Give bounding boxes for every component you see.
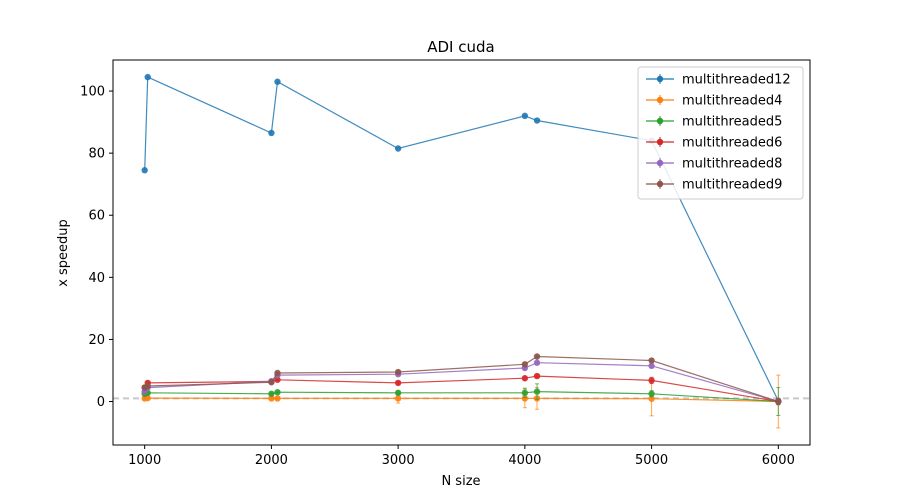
y-axis-label: x speedup [56, 219, 71, 287]
legend-box [637, 66, 804, 200]
data-point [394, 395, 402, 402]
chart-title: ADI cuda [427, 38, 494, 56]
data-point [533, 372, 541, 380]
data-point [648, 362, 655, 370]
data-point [521, 375, 529, 382]
axes-layer: 1000 2000 3000 4000 5000 6000 0 20 40 60 80 100 [80, 59, 811, 468]
data-point [533, 388, 541, 395]
data-point [648, 357, 655, 364]
plot-frame [112, 59, 811, 446]
series-multithreaded4 [141, 374, 782, 429]
legend-marker [656, 96, 664, 104]
legend-marker [656, 138, 664, 146]
legend-label: multithreaded8 [682, 157, 782, 172]
data-point [268, 390, 275, 397]
y-tick-label: 100 [80, 85, 105, 100]
x-tick-label: 2000 [255, 453, 288, 468]
x-axis-label: N size [441, 474, 480, 489]
x-tick-label: 3000 [382, 453, 415, 468]
x-tick-label: 1000 [128, 453, 161, 468]
data-point [775, 398, 782, 405]
data-point [274, 78, 281, 85]
data-point [533, 353, 541, 360]
data-point [521, 361, 529, 368]
data-point [268, 129, 275, 137]
legend-label: multithreaded4 [682, 94, 782, 109]
data-point [394, 379, 402, 387]
legend-marker [656, 117, 664, 125]
data-point [533, 117, 541, 124]
y-tick-label: 60 [88, 209, 105, 224]
data-point [521, 395, 529, 402]
data-point [533, 359, 541, 366]
y-tick-label: 40 [88, 271, 105, 286]
x-tick-label: 4000 [508, 453, 541, 468]
legend-label: multithreaded9 [682, 178, 782, 193]
x-tick-label: 6000 [762, 453, 795, 468]
data-point [394, 389, 402, 397]
data-point [274, 376, 281, 383]
x-tick-label: 5000 [635, 453, 668, 468]
legend-marker [656, 180, 664, 188]
data-point [521, 389, 529, 397]
series-layer [141, 73, 782, 429]
legend-marker [656, 159, 664, 167]
series-multithreaded9 [141, 353, 782, 406]
data-point [268, 379, 275, 386]
y-tick-label: 0 [97, 395, 105, 410]
y-tick-label: 80 [88, 147, 105, 162]
data-point [394, 368, 402, 376]
y-tick-label: 20 [88, 333, 105, 348]
legend: multithreaded12 multithreaded4 multithread… [637, 66, 804, 200]
data-point [648, 377, 655, 384]
data-point [141, 167, 148, 174]
data-point [521, 112, 529, 120]
data-point [648, 390, 655, 397]
legend-marker [656, 75, 664, 83]
data-point [144, 73, 151, 81]
data-point [274, 389, 281, 396]
data-point [274, 395, 281, 402]
legend-label: multithreaded6 [682, 136, 782, 151]
data-point [144, 382, 151, 390]
data-point [268, 395, 275, 402]
data-point [274, 369, 281, 377]
data-point [394, 145, 402, 152]
legend-label: multithreaded12 [682, 73, 791, 88]
legend-label: multithreaded5 [682, 115, 782, 130]
